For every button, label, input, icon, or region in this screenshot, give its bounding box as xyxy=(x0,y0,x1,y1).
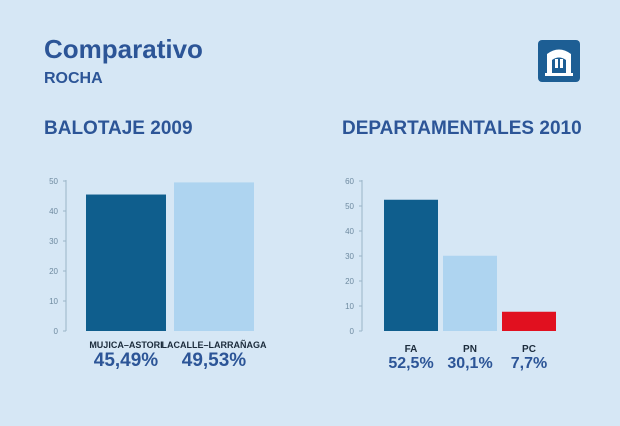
value-label: 49,53% xyxy=(182,350,247,371)
page-subtitle: ROCHA xyxy=(44,70,103,87)
y-tick-label: 50 xyxy=(345,202,354,211)
y-tick-label: 50 xyxy=(49,177,58,186)
y-tick-label: 10 xyxy=(49,297,58,306)
category-label: PN xyxy=(463,344,477,355)
bar-fa xyxy=(384,199,438,331)
y-tick-label: 10 xyxy=(345,302,354,311)
building-logo-icon xyxy=(538,40,580,82)
bar-pn xyxy=(443,255,497,331)
value-label: 45,49% xyxy=(94,350,159,371)
y-tick-label: 0 xyxy=(350,327,355,336)
chart-title-departamentales: DEPARTAMENTALES 2010 xyxy=(342,118,582,139)
y-tick-label: 40 xyxy=(49,207,58,216)
category-label: PC xyxy=(522,344,536,355)
page-title: Comparativo xyxy=(44,34,203,64)
category-label: FA xyxy=(405,344,418,355)
y-tick-label: 60 xyxy=(345,177,354,186)
y-tick-label: 20 xyxy=(345,277,354,286)
y-tick-label: 40 xyxy=(345,227,354,236)
value-label: 7,7% xyxy=(511,355,547,372)
category-label: LACALLE–LARRAÑAGA xyxy=(162,340,267,350)
value-label: 52,5% xyxy=(388,355,433,372)
bar-pc xyxy=(502,311,556,331)
bar-mujica-astori xyxy=(86,194,166,331)
chart-title-balotaje: BALOTAJE 2009 xyxy=(44,118,193,139)
y-tick-label: 30 xyxy=(49,237,58,246)
category-label: MUJICA–ASTORI xyxy=(89,340,162,350)
y-tick-label: 20 xyxy=(49,267,58,276)
y-tick-label: 0 xyxy=(54,327,59,336)
bar-lacalle-larrañaga xyxy=(174,182,254,331)
value-label: 30,1% xyxy=(447,355,492,372)
y-tick-label: 30 xyxy=(345,252,354,261)
